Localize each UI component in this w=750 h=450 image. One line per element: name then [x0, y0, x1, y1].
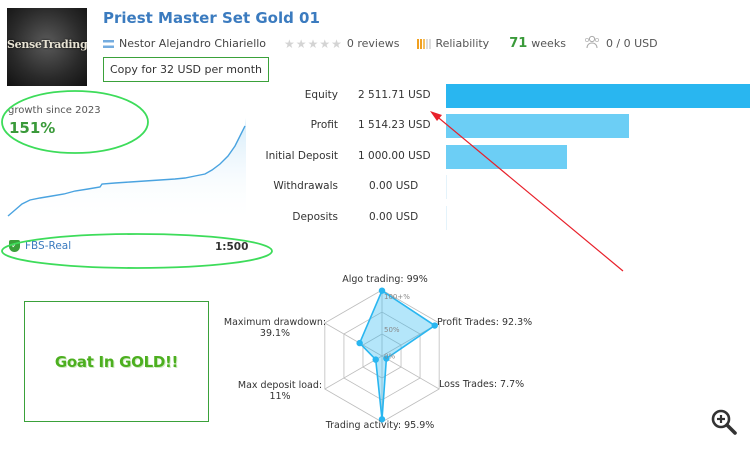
radar-tick-label: 50%	[384, 326, 400, 334]
financial-label: Initial Deposit	[265, 149, 338, 162]
radar-point	[431, 322, 438, 329]
weeks-label: weeks	[531, 37, 566, 50]
radar-point	[378, 416, 386, 423]
reliability-icon	[417, 38, 432, 49]
radar-axis-label: Algo trading: 99%	[325, 274, 445, 285]
financial-bar	[446, 205, 447, 230]
radar-axis-label-text: Trading activity: 95.9%	[325, 420, 435, 431]
subscribers-icon	[584, 35, 600, 52]
financial-label: Withdrawals	[273, 180, 338, 193]
reliability-label: Reliability	[435, 37, 490, 50]
radar-point	[378, 287, 386, 294]
argentina-flag-icon	[103, 39, 114, 48]
radar-axis-label-text: Algo trading: 99%	[342, 274, 428, 285]
radar-tick-label: 100+%	[384, 293, 410, 301]
reviews-count[interactable]: 0 reviews	[346, 37, 400, 50]
radar-axis-label-text: Maximum drawdown:	[223, 317, 327, 328]
financial-bar	[446, 114, 629, 139]
subscribers-value: 0 / 0 USD	[605, 37, 658, 50]
signal-logo: SenseTrading	[7, 8, 87, 86]
radar-axis-label-value: 39.1%	[259, 328, 291, 339]
growth-chart	[7, 118, 246, 223]
radar-tick-label: 0%	[384, 352, 395, 360]
leverage-value: 1:500	[215, 241, 249, 253]
financial-value: 0.00 USD	[369, 180, 419, 193]
radar-axis-label: Trading activity: 95.9%	[320, 420, 440, 431]
radar-point	[383, 355, 390, 362]
radar-axis-line	[381, 355, 440, 390]
financial-value: 0.00 USD	[369, 210, 419, 223]
star-rating-icon: ★★★★★	[284, 36, 343, 51]
financial-bar	[446, 84, 750, 108]
radar-axis-label-text: Loss Trades: 7.7%	[439, 379, 525, 390]
financial-bar	[446, 175, 447, 200]
growth-line	[7, 125, 246, 217]
financial-label: Deposits	[292, 210, 338, 223]
radar-point	[356, 339, 363, 347]
growth-area	[8, 118, 246, 223]
signal-title[interactable]: Priest Master Set Gold 01	[103, 9, 320, 27]
financial-bar	[446, 144, 567, 169]
financial-label: Equity	[304, 89, 338, 101]
weeks-value: 71	[509, 36, 528, 51]
radar-axis-label-value: 11%	[269, 391, 291, 402]
radar-value-polygon	[358, 289, 437, 420]
annotation-arrowhead	[430, 111, 442, 121]
radar-axis-label: Maximum drawdown: 39.1%	[215, 317, 335, 339]
radar-axis-label-text: Max deposit load:	[237, 380, 323, 391]
broker-link[interactable]: ✓ FBS-Real	[9, 240, 71, 252]
growth-value: 151%	[9, 119, 56, 137]
author-name[interactable]: Nestor Alejandro Chiariello	[119, 37, 267, 50]
financial-value: 2 511.71 USD	[358, 89, 431, 101]
radar-axis-label: Loss Trades: 7.7%	[439, 379, 559, 390]
banner-text: Goat In GOLD!!	[54, 352, 179, 371]
copy-subscribe-button[interactable]: Copy for 32 USD per month	[103, 57, 269, 82]
radar-axis-label: Profit Trades: 92.3%	[437, 317, 557, 328]
radar-point	[372, 356, 379, 363]
banner-box: Goat In GOLD!!	[24, 301, 209, 422]
zoom-in-icon[interactable]	[709, 407, 739, 441]
logo-text: SenseTrading	[7, 38, 87, 51]
radar-axis-label: Max deposit load: 11%	[230, 380, 330, 402]
radar-axis-line	[324, 322, 383, 357]
radar-axis-line	[324, 355, 383, 390]
shield-check-icon: ✓	[9, 240, 20, 252]
broker-name[interactable]: FBS-Real	[25, 240, 72, 252]
growth-label: growth since 2023	[8, 105, 101, 116]
financial-label: Profit	[310, 119, 338, 132]
radar-axis-label-text: Profit Trades: 92.3%	[437, 317, 533, 328]
signal-info-row: Nestor Alejandro Chiariello ★★★★★ 0 revi…	[103, 35, 658, 52]
financial-value: 1 514.23 USD	[358, 119, 431, 132]
financial-value: 1 000.00 USD	[358, 149, 431, 162]
radar-chart: 100+% 50% 0%	[324, 287, 440, 423]
